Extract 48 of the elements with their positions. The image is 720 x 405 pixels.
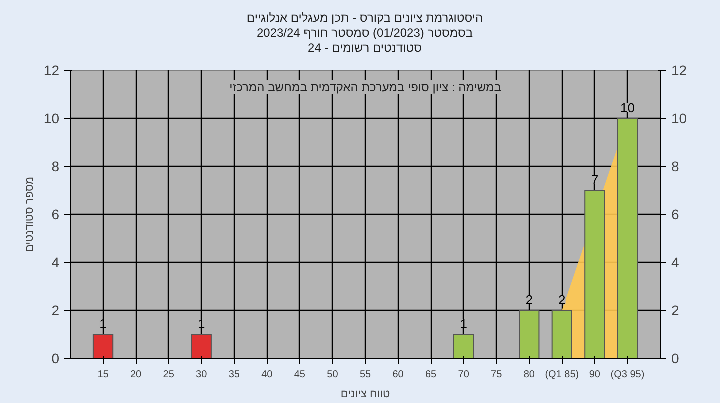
bar: [92, 334, 114, 358]
x-tick-label: 55: [360, 370, 372, 380]
bar: [191, 334, 212, 358]
x-tick-label: 50: [327, 370, 339, 380]
y-tick-label: 8: [52, 158, 60, 174]
x-axis-title: טווח ציונים: [340, 388, 390, 400]
y-axis-title: מספר סטודנטים: [24, 176, 36, 252]
y2-tick-label: 0: [672, 350, 680, 366]
y2-tick-label: 4: [672, 254, 680, 270]
x-tick-label: 65: [425, 370, 438, 380]
data-label: 10: [620, 100, 635, 116]
y2-tick-label: 8: [672, 158, 680, 174]
annotation: במשימה : ציון סופי במערכת האקדמית במחשב המרכזי: [230, 80, 502, 94]
y-tick-label: 2: [52, 302, 60, 318]
chart-subtitle: בסמסטר (01/2023) סמסטר חורף 2023/24 סטודנטים רשומים - 24: [256, 26, 474, 55]
x-tick-label: 25: [163, 370, 175, 380]
x-tick-label: (Q3 95): [610, 370, 645, 380]
bar: [552, 310, 572, 358]
x-tick-label: 70: [458, 370, 470, 380]
x-tick-label: 15: [98, 370, 110, 380]
bar: [519, 310, 540, 358]
x-tick-label: 75: [491, 370, 503, 380]
y-tick-label: 4: [52, 254, 60, 270]
x-tick-label: 30: [196, 370, 208, 380]
data-label: 2: [558, 292, 566, 308]
bar: [454, 334, 474, 358]
x-tick-label: 45: [294, 370, 306, 380]
y2-tick-label: 10: [672, 110, 688, 126]
x-tick-label: 20: [130, 370, 142, 380]
x-tick-label: 90: [589, 370, 601, 380]
x-tick-label: 40: [262, 370, 274, 380]
y2-tick-label: 6: [672, 206, 680, 222]
x-tick-label: 60: [392, 370, 404, 380]
x-tick-label: (Q1 85): [545, 370, 580, 380]
y-tick-label: 6: [52, 206, 60, 222]
y2-tick-label: 12: [672, 62, 688, 78]
x-tick-label: 35: [228, 370, 240, 380]
data-label: 7: [591, 172, 599, 188]
data-label: 1: [460, 316, 468, 332]
data-label: 1: [198, 316, 206, 332]
data-label: 1: [100, 316, 107, 332]
y2-tick-label: 2: [672, 302, 680, 318]
y-tick-label: 0: [52, 350, 60, 366]
chart-title: היסטוגרמת ציונים בקורס - תכן מעגלים אנלוגיים: [246, 11, 484, 25]
y-tick-label: 12: [44, 62, 60, 78]
y-tick-label: 10: [44, 110, 60, 126]
x-tick-label: 80: [524, 370, 536, 380]
data-label: 2: [526, 292, 534, 308]
